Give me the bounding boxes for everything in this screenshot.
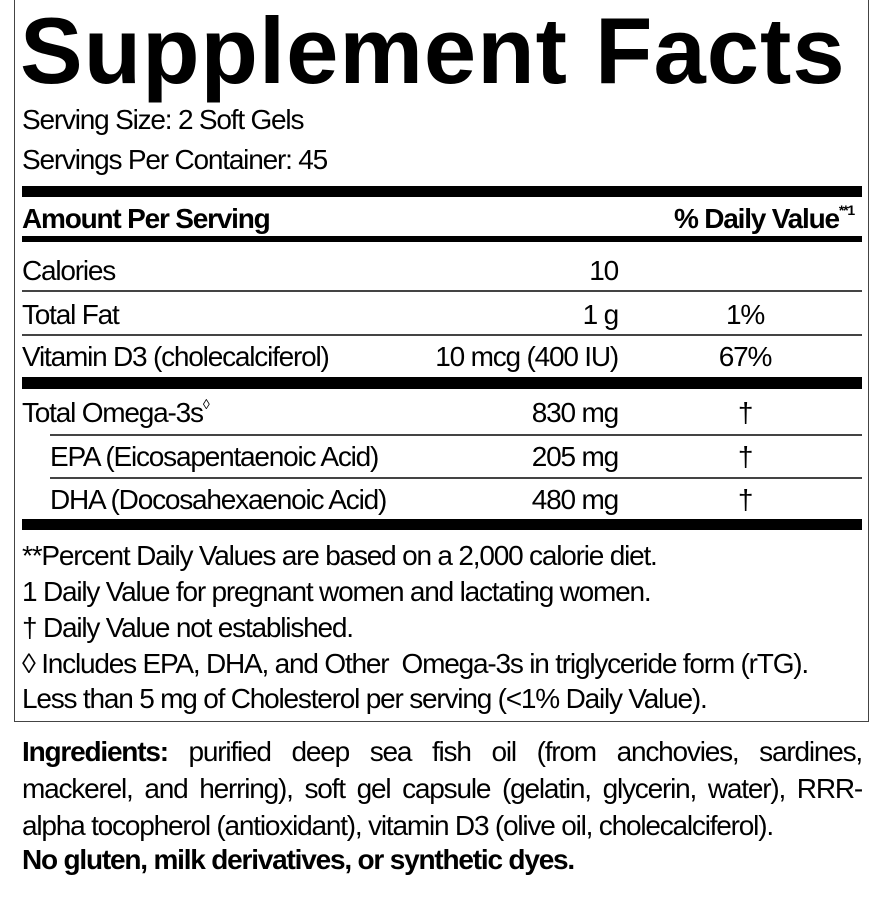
supplement-facts-panel bbox=[14, 0, 869, 722]
row-amount: 10 mcg (400 IU) bbox=[435, 341, 619, 372]
row-amount: 1 g bbox=[582, 299, 620, 330]
row-name: Calories bbox=[22, 255, 116, 286]
ingredients: Ingredients: purified deep sea fish oil … bbox=[22, 733, 863, 844]
row-name: EPA (Eicosapentaenoic Acid) bbox=[50, 441, 379, 472]
divider-thick bbox=[22, 186, 862, 197]
divider bbox=[50, 477, 862, 479]
footnote: ◊ Includes EPA, DHA, and Other Omega-3s … bbox=[22, 648, 809, 679]
row-name: Total Omega-3s◊ bbox=[22, 396, 210, 428]
footnote: Less than 5 mg of Cholesterol per servin… bbox=[22, 683, 708, 714]
row-dv: † bbox=[737, 397, 754, 428]
row-dv: † bbox=[737, 484, 754, 515]
footnote: 1 Daily Value for pregnant women and lac… bbox=[22, 576, 652, 607]
footnote: † Daily Value not established. bbox=[22, 612, 354, 643]
header-amount: Amount Per Serving bbox=[22, 203, 271, 234]
row-dv: 1% bbox=[725, 299, 765, 330]
servings-per-container: Servings Per Container: 45 bbox=[22, 144, 328, 175]
ingredients-label: Ingredients: bbox=[22, 736, 169, 767]
divider-thick bbox=[22, 519, 862, 530]
row-amount: 10 bbox=[589, 255, 619, 286]
row-amount: 830 mg bbox=[531, 397, 619, 428]
free-from-statement: No gluten, milk derivatives, or syntheti… bbox=[22, 844, 575, 875]
omega-label: Total Omega-3s bbox=[22, 397, 204, 428]
panel-title: Supplement Facts bbox=[20, 0, 846, 103]
footnote: **Percent Daily Values are based on a 2,… bbox=[22, 540, 658, 571]
row-dv: 67% bbox=[718, 341, 773, 372]
dv-label: % Daily Value bbox=[673, 203, 840, 234]
divider-thick bbox=[22, 377, 862, 389]
row-name: Vitamin D3 (cholecalciferol) bbox=[22, 341, 330, 372]
row-name: Total Fat bbox=[22, 299, 120, 330]
serving-size: Serving Size: 2 Soft Gels bbox=[22, 104, 304, 135]
divider bbox=[50, 434, 862, 436]
row-amount: 480 mg bbox=[531, 484, 619, 515]
divider-medium bbox=[22, 236, 862, 242]
row-name: DHA (Docosahexaenoic Acid) bbox=[50, 484, 387, 515]
header-daily-value: % Daily Value**1 bbox=[673, 202, 855, 234]
row-amount: 205 mg bbox=[531, 441, 619, 472]
row-dv: † bbox=[737, 441, 754, 472]
ingredients-text: purified deep sea fish oil (from anchovi… bbox=[22, 736, 863, 841]
divider bbox=[22, 290, 862, 292]
divider bbox=[22, 334, 862, 336]
dv-footnote-mark: **1 bbox=[838, 202, 855, 218]
omega-footnote-mark: ◊ bbox=[202, 396, 210, 412]
